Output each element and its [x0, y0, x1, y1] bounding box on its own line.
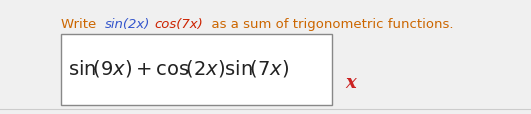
FancyBboxPatch shape	[61, 34, 332, 105]
Text: Write: Write	[61, 18, 105, 31]
Text: sin(2x): sin(2x)	[105, 18, 150, 31]
Text: as a sum of trigonometric functions.: as a sum of trigonometric functions.	[203, 18, 453, 31]
Text: $\mathrm{sin}\!\left(9x\right) + \mathrm{cos}\!\left(2x\right)\mathrm{sin}\!\lef: $\mathrm{sin}\!\left(9x\right) + \mathrm…	[68, 58, 289, 79]
Text: x: x	[345, 73, 356, 91]
Text: cos(7x): cos(7x)	[155, 18, 203, 31]
